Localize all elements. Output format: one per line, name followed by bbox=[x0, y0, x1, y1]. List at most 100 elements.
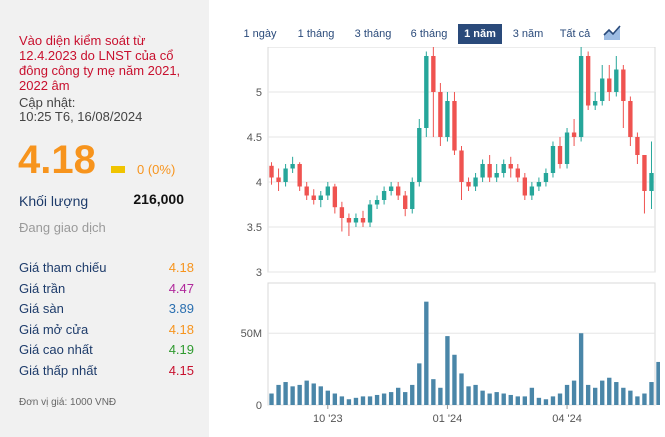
volume-bar bbox=[431, 379, 436, 405]
candle-body bbox=[431, 56, 436, 92]
volume-bar bbox=[381, 393, 387, 405]
candle-body bbox=[403, 195, 408, 209]
price-tick-label: 3.5 bbox=[247, 222, 262, 234]
volume-bar bbox=[325, 390, 330, 405]
volume-bar bbox=[522, 396, 528, 405]
volume-bar bbox=[424, 301, 429, 405]
stat-value: 3.89 bbox=[168, 301, 194, 317]
range-button-1-month[interactable]: 1 tháng bbox=[297, 28, 335, 40]
candle-body bbox=[571, 132, 577, 137]
volume-bar bbox=[353, 397, 359, 405]
volume-bar bbox=[269, 393, 274, 405]
stat-label: Giá cao nhất bbox=[19, 342, 93, 358]
volume-bar bbox=[628, 390, 633, 405]
volume-bar bbox=[459, 373, 464, 405]
stat-row-ceiling: Giá trần 4.47 bbox=[19, 279, 194, 300]
volume-bar bbox=[417, 363, 422, 405]
range-button-6-months[interactable]: 6 tháng bbox=[410, 28, 448, 40]
range-button-1-day[interactable]: 1 ngày bbox=[243, 28, 277, 40]
volume-bar bbox=[536, 397, 542, 405]
volume-bar bbox=[564, 384, 570, 405]
candle-body bbox=[649, 173, 654, 191]
volume-bar bbox=[529, 387, 535, 405]
volume-bar bbox=[438, 387, 443, 405]
area-chart-icon[interactable] bbox=[603, 24, 621, 42]
candle-body bbox=[564, 132, 570, 164]
range-button-all[interactable]: Tất cả bbox=[559, 28, 591, 40]
volume-bar bbox=[578, 333, 584, 405]
range-button-3-years[interactable]: 3 năm bbox=[512, 28, 544, 40]
stat-label: Giá trần bbox=[19, 280, 66, 296]
x-tick-label: 10 '23 bbox=[313, 413, 343, 425]
stat-row-floor: Giá sàn 3.89 bbox=[19, 299, 194, 320]
range-button-3-months[interactable]: 3 tháng bbox=[354, 28, 392, 40]
candle-body bbox=[522, 177, 528, 196]
candle-body bbox=[600, 78, 605, 101]
candle-body bbox=[438, 92, 443, 137]
volume-bar bbox=[635, 396, 640, 405]
volume-bar bbox=[360, 396, 366, 405]
candle-body bbox=[374, 200, 380, 205]
x-tick-label: 04 '24 bbox=[552, 413, 582, 425]
candle-body bbox=[290, 164, 295, 169]
candle-body bbox=[339, 207, 345, 218]
candle-body bbox=[593, 101, 598, 106]
candle-body bbox=[459, 150, 464, 182]
volume-bar bbox=[550, 396, 556, 405]
control-status-notice: Vào diện kiểm soát từ 12.4.2023 do LNST … bbox=[19, 33, 181, 93]
candle-body bbox=[367, 204, 373, 223]
volume-bar bbox=[367, 396, 373, 405]
stat-row-high: Giá cao nhất 4.19 bbox=[19, 340, 194, 361]
volume-bar bbox=[508, 394, 513, 405]
unchanged-indicator-icon bbox=[111, 166, 125, 173]
candle-body bbox=[607, 78, 612, 92]
candle-body bbox=[543, 173, 549, 182]
candle-body bbox=[276, 177, 281, 182]
volume-bar bbox=[410, 384, 415, 405]
volume-bar bbox=[593, 387, 598, 405]
stat-label: Giá sàn bbox=[19, 301, 64, 317]
volume-bar bbox=[445, 336, 450, 405]
volume-bar bbox=[649, 382, 654, 405]
candle-body bbox=[635, 137, 640, 155]
candle-body bbox=[283, 168, 288, 182]
updated-time: 10:25 T6, 16/08/2024 bbox=[19, 109, 143, 124]
candle-body bbox=[466, 182, 471, 187]
stat-value: 4.47 bbox=[168, 280, 194, 296]
volume-bar bbox=[311, 383, 316, 405]
stat-row-open: Giá mở cửa 4.18 bbox=[19, 320, 194, 341]
candle-body bbox=[578, 56, 584, 137]
volume-bar bbox=[388, 392, 394, 405]
price-tick-label: 4.5 bbox=[247, 132, 262, 144]
volume-bar bbox=[571, 380, 577, 405]
candle-body bbox=[621, 69, 626, 101]
volume-bar bbox=[403, 392, 408, 405]
volume-bar bbox=[395, 387, 401, 405]
volume-bar bbox=[374, 394, 380, 405]
stat-value: 4.19 bbox=[168, 342, 194, 358]
candle-body bbox=[642, 155, 647, 191]
volume-bar bbox=[466, 386, 471, 405]
stat-label: Giá thấp nhất bbox=[19, 362, 98, 378]
candle-body bbox=[614, 69, 619, 92]
volume-label: Khối lượng bbox=[19, 193, 89, 209]
price-tick-label: 4 bbox=[256, 177, 262, 189]
candle-body bbox=[557, 146, 563, 164]
range-button-1-year[interactable]: 1 năm bbox=[458, 24, 502, 44]
price-unit-note: Đơn vị giá: 1000 VNĐ bbox=[19, 397, 117, 408]
candle-body bbox=[550, 146, 556, 173]
candle-body bbox=[318, 195, 323, 200]
stat-row-low: Giá thấp nhất 4.15 bbox=[19, 361, 194, 382]
volume-bar bbox=[621, 387, 626, 405]
stat-value: 4.18 bbox=[168, 321, 194, 337]
volume-bar bbox=[656, 361, 660, 405]
volume-bar bbox=[297, 384, 302, 405]
volume-bar bbox=[543, 399, 549, 405]
candle-body bbox=[332, 186, 338, 208]
stat-label: Giá mở cửa bbox=[19, 321, 89, 337]
volume-bar bbox=[494, 392, 499, 405]
stat-value: 4.15 bbox=[168, 362, 194, 378]
volume-bar bbox=[473, 384, 478, 405]
candle-body bbox=[417, 128, 422, 182]
